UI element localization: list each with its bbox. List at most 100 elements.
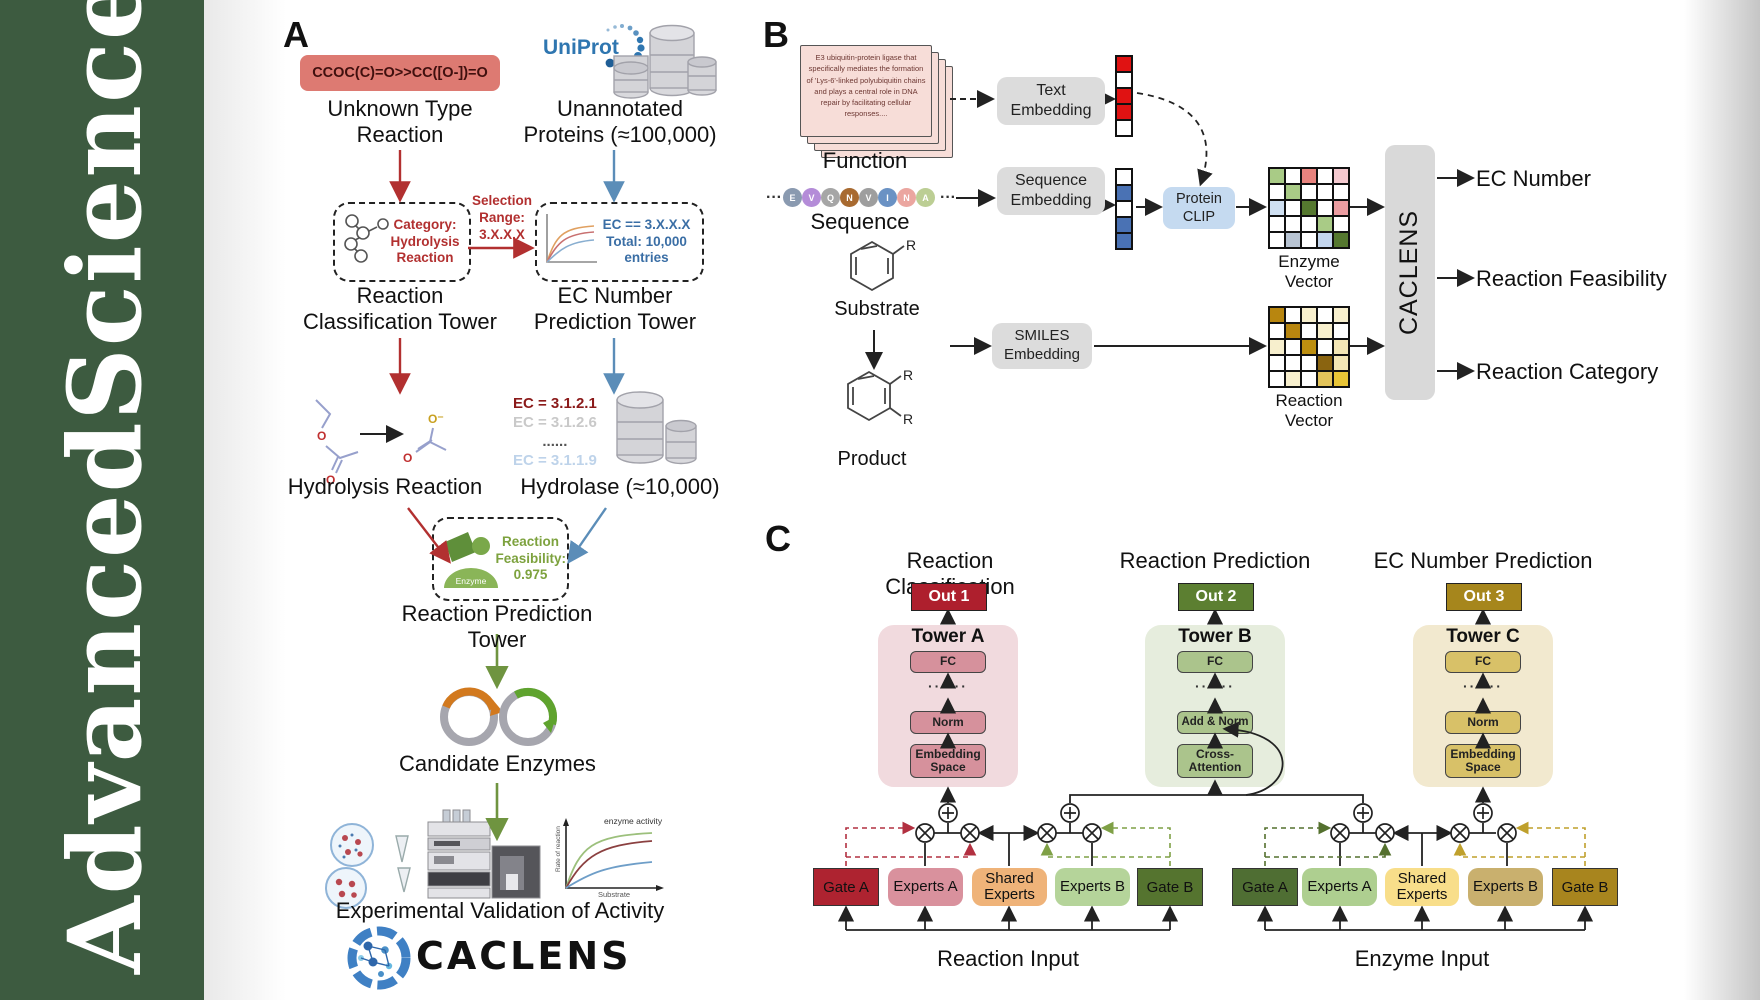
function-card: E3 ubiquitin-protein ligase that specifi… — [800, 45, 932, 137]
caclens-wordmark: CACLENS — [416, 934, 632, 978]
residue-circle: N — [897, 188, 916, 207]
tower-c-norm: Norm — [1445, 711, 1521, 734]
product-molecule-icon: R R — [847, 367, 913, 427]
enzyme-experts-a: Experts A — [1302, 868, 1377, 906]
grid-cell — [1301, 232, 1317, 248]
grid-cell — [1317, 184, 1333, 200]
grid-cell — [1301, 371, 1317, 387]
reaction-gate-a: Gate A — [813, 868, 879, 906]
sum-nodes — [938, 803, 1493, 823]
grid-cell — [1285, 307, 1301, 323]
reaction-experts-b: Experts B — [1055, 868, 1130, 906]
caclens-logo-icon — [347, 926, 411, 990]
grid-cell — [1317, 371, 1333, 387]
vector-cell — [1116, 88, 1132, 104]
mixing-nodes — [915, 803, 1517, 843]
grid-cell — [1317, 355, 1333, 371]
activity-ylabel: Rate of reaction — [555, 826, 562, 872]
grid-cell — [1285, 184, 1301, 200]
tower-b-add-norm: Add & Norm — [1177, 711, 1253, 734]
residue-circle: N — [840, 188, 859, 207]
grid-cell — [1333, 184, 1349, 200]
output-reaction-feasibility: Reaction Feasibility — [1476, 266, 1667, 291]
function-label: Function — [822, 148, 908, 173]
vector-cell — [1116, 120, 1132, 136]
tower-b: Tower B FC ······ Add & Norm Cross- Atte… — [1145, 625, 1285, 787]
grid-cell — [1317, 339, 1333, 355]
ec-result-list: EC = 3.1.2.1 EC = 3.1.2.6 ...... EC = 3.… — [513, 394, 597, 470]
ec-result-3: EC = 3.1.1.9 — [513, 452, 597, 469]
vector-cell — [1116, 104, 1132, 120]
grid-cell — [1333, 216, 1349, 232]
ec-result-2: EC = 3.1.2.6 — [513, 414, 597, 431]
journal-sidebar — [0, 0, 204, 1000]
grid-cell — [1269, 216, 1285, 232]
panel-b-arrows — [865, 90, 1475, 380]
ec-filter-node: EC == 3.X.X.X Total: 10,000 entries — [535, 202, 704, 282]
reaction-classification-node: Category: Hydrolysis Reaction — [333, 202, 471, 282]
reaction-input-label: Reaction Input — [937, 946, 1079, 971]
grid-cell — [1333, 355, 1349, 371]
grid-cell — [1285, 323, 1301, 339]
ec-result-1: EC = 3.1.2.1 — [513, 395, 597, 412]
smiles-embedding-box: SMILES Embedding — [992, 323, 1092, 369]
feasibility-note: Reaction Feasibility: 0.975 — [495, 533, 567, 583]
grid-cell — [1317, 307, 1333, 323]
header-reaction-prediction: Reaction Prediction — [1119, 548, 1311, 573]
grid-cell — [1317, 323, 1333, 339]
tower-a-dots: ······ — [928, 678, 968, 694]
grid-cell — [1269, 371, 1285, 387]
residue-circle: E — [783, 188, 802, 207]
header-ec-number-prediction: EC Number Prediction — [1373, 548, 1593, 573]
grid-cell — [1317, 232, 1333, 248]
tower-a: Tower A FC ······ Norm Embedding Space — [878, 625, 1018, 787]
grid-cell — [1301, 339, 1317, 355]
out3-box: Out 3 — [1446, 583, 1522, 611]
vector-cell — [1116, 169, 1132, 185]
journal-title: Advanced Science — [30, 0, 180, 1000]
grid-cell — [1333, 339, 1349, 355]
residue-circle: A — [916, 188, 935, 207]
hydrolysis-reaction-label: Hydrolysis Reaction — [287, 474, 483, 499]
tower-b-fc: FC — [1177, 651, 1253, 673]
tower-c-dots: ······ — [1463, 678, 1503, 694]
text-embedding-box: Text Embedding — [997, 77, 1105, 125]
atom-o-minus: O⁻ — [428, 412, 444, 426]
grid-cell — [1269, 168, 1285, 184]
atom-o1: O — [317, 429, 326, 443]
acetate-molecule-atoms: O O⁻ — [403, 412, 444, 465]
out2-box: Out 2 — [1178, 583, 1254, 611]
product-r1-label: R — [903, 367, 913, 383]
activity-curve-label: enzyme activity — [604, 816, 663, 826]
tower-a-fc: FC — [910, 651, 986, 673]
enzyme-gate-a: Gate A — [1232, 868, 1298, 906]
petri-dish-icons — [325, 823, 411, 909]
tower-b-dots: ······ — [1195, 678, 1235, 694]
validation-label: Experimental Validation of Activity — [335, 898, 665, 923]
product-label: Product — [837, 448, 907, 470]
residue-circle: V — [859, 188, 878, 207]
hplc-instrument-icon — [427, 809, 541, 899]
grid-cell — [1301, 168, 1317, 184]
panel-c-label: C — [765, 518, 791, 559]
grid-cell — [1269, 323, 1285, 339]
page-right-shadow — [1684, 0, 1760, 1000]
tower-b-title: Tower B — [1178, 626, 1252, 647]
grid-cell — [1269, 355, 1285, 371]
grid-cell — [1269, 232, 1285, 248]
grid-cell — [1301, 323, 1317, 339]
tower-a-norm: Norm — [910, 711, 986, 734]
grid-cell — [1333, 323, 1349, 339]
enzyme-vector-label: Enzyme Vector — [1278, 252, 1340, 292]
grid-cell — [1285, 232, 1301, 248]
enzyme-experts-b: Experts B — [1468, 868, 1543, 906]
plasmid-icons — [440, 687, 558, 746]
sequence-dots-left: ··· — [766, 189, 782, 206]
page-left-shadow — [204, 0, 286, 1000]
output-ec-number: EC Number — [1476, 166, 1591, 191]
protein-database-icon — [613, 24, 717, 99]
enzyme-shared-experts: Shared Experts — [1385, 868, 1459, 906]
grid-cell — [1333, 307, 1349, 323]
grid-cell — [1333, 200, 1349, 216]
residue-circle: I — [878, 188, 897, 207]
